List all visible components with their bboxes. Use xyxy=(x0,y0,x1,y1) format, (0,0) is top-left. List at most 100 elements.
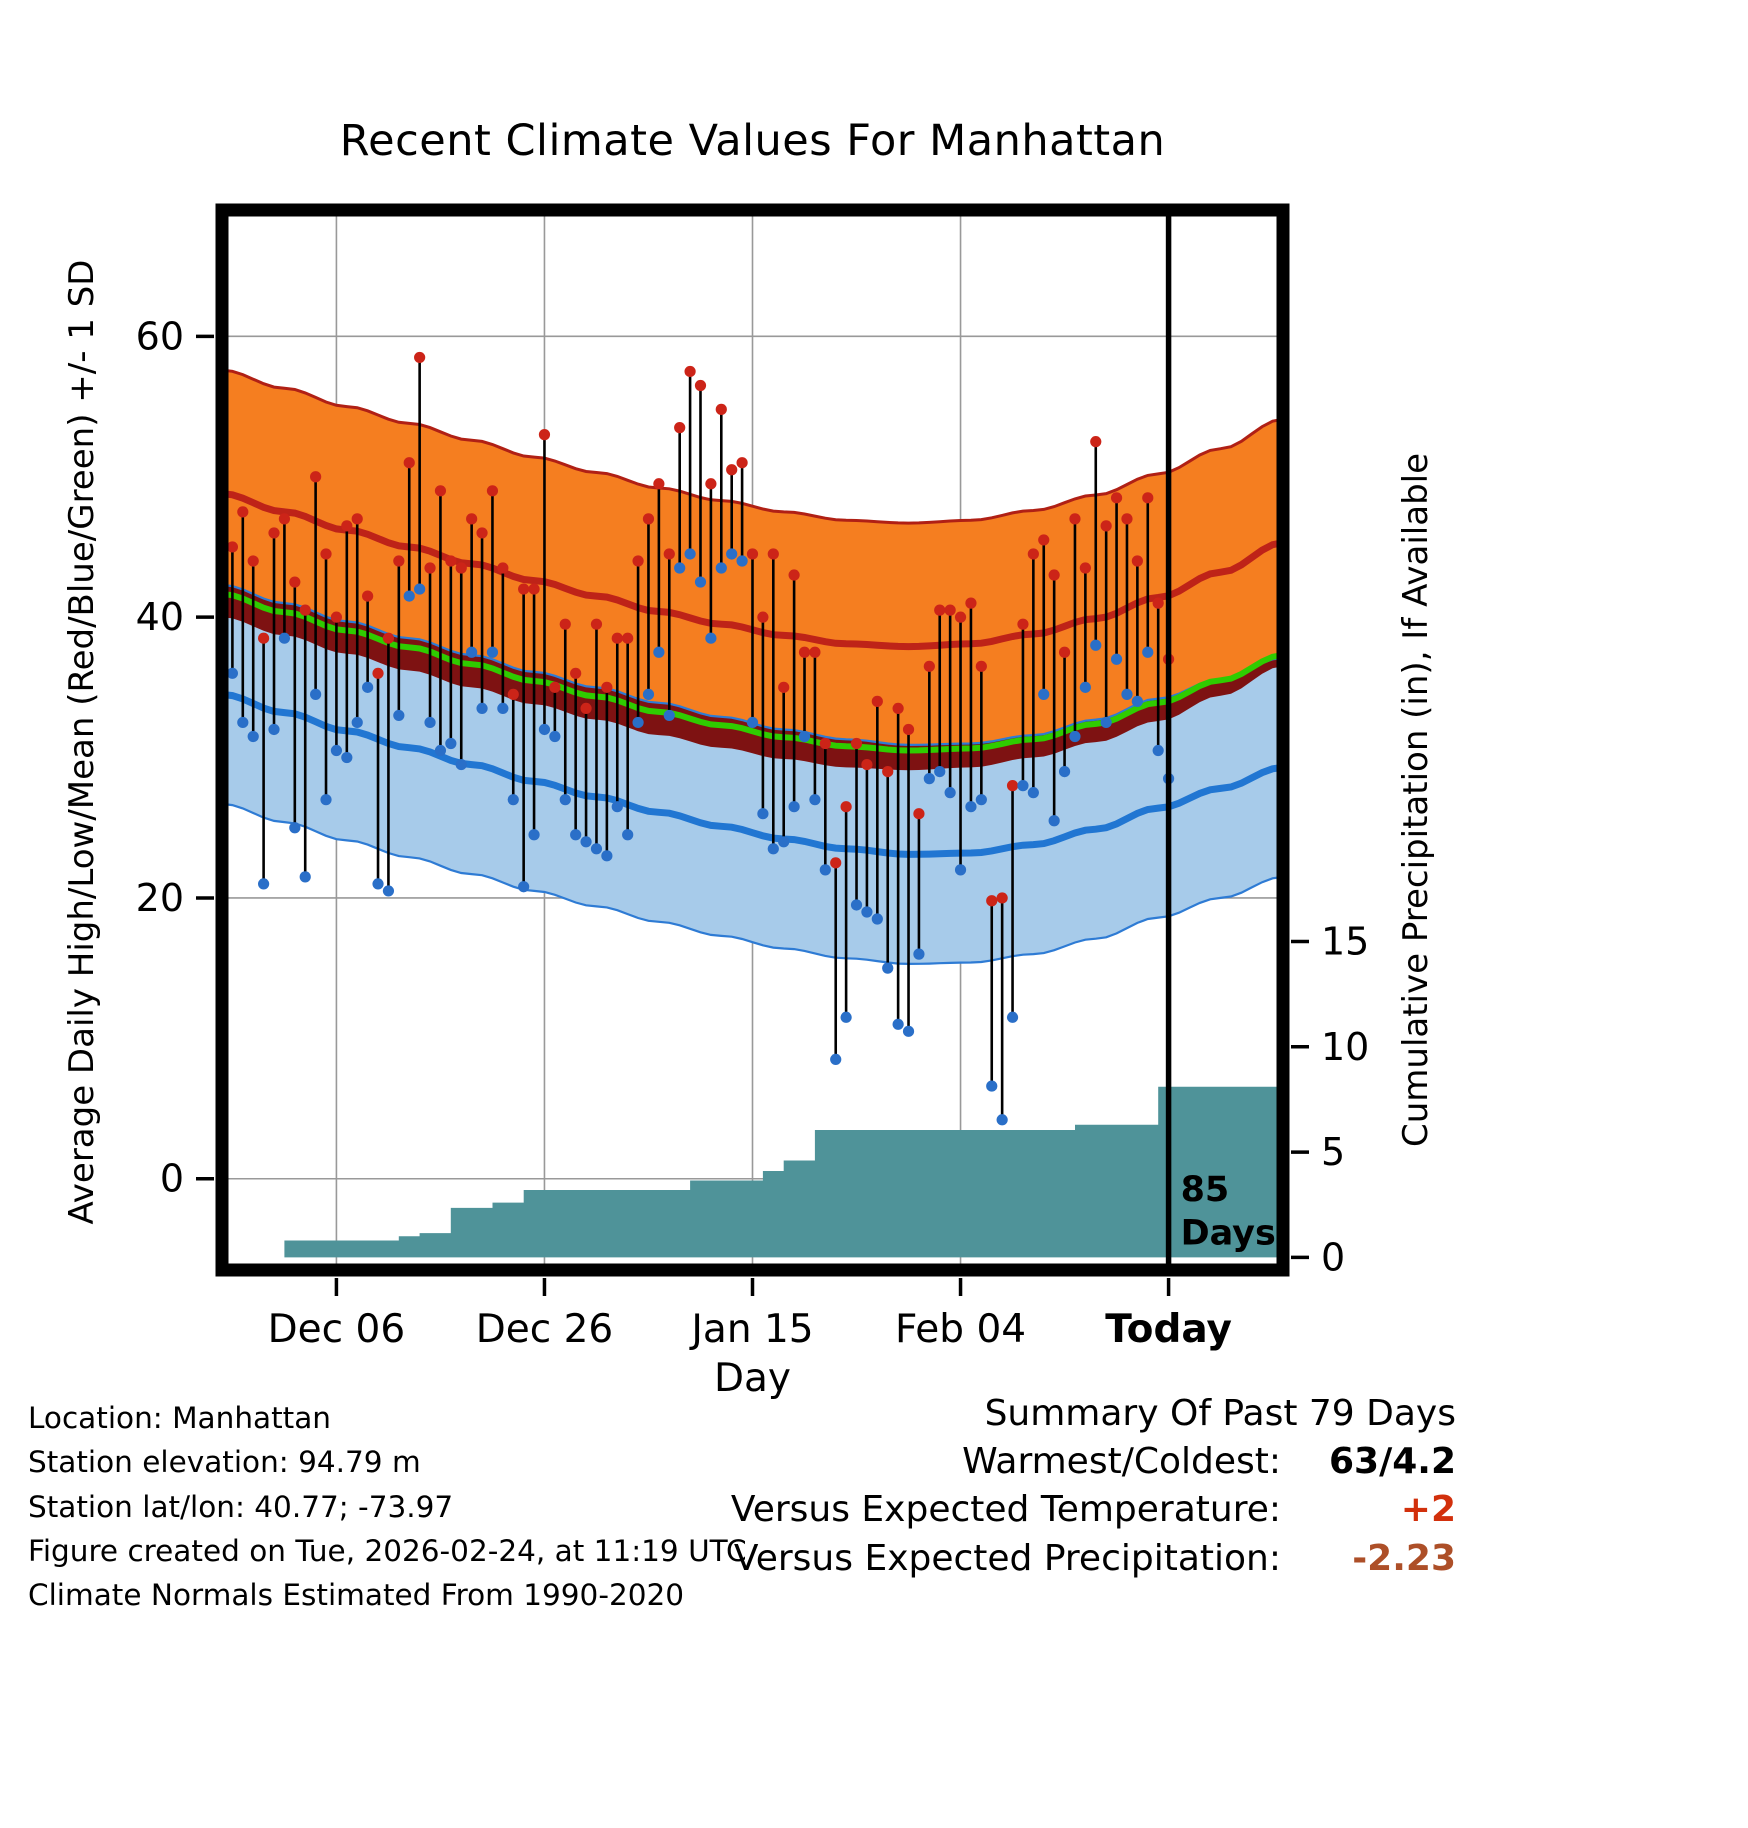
chart-title: Recent Climate Values For Manhattan xyxy=(339,116,1166,166)
daily-high-dot xyxy=(809,646,821,658)
summary-row-vs-temperature: Versus Expected Temperature: +2 xyxy=(731,1486,1456,1534)
daily-low-dot xyxy=(757,808,769,820)
daily-low-dot xyxy=(715,562,727,574)
daily-high-dot xyxy=(424,562,436,574)
daily-high-dot xyxy=(1069,513,1081,525)
daily-high-dot xyxy=(528,583,540,595)
daily-high-dot xyxy=(310,471,322,483)
daily-low-dot xyxy=(767,843,779,855)
daily-low-dot xyxy=(601,850,613,862)
daily-high-dot xyxy=(445,555,457,567)
x-axis-label: Day xyxy=(713,1356,791,1401)
daily-high-dot xyxy=(1121,513,1133,525)
daily-low-dot xyxy=(528,829,540,841)
x-tick-label: Today xyxy=(1105,1307,1232,1352)
daily-low-dot xyxy=(559,794,571,806)
daily-low-dot xyxy=(268,723,280,736)
daily-high-dot xyxy=(507,688,519,700)
daily-high-dot xyxy=(705,478,717,490)
daily-high-dot xyxy=(736,457,748,469)
daily-low-dot xyxy=(393,709,405,722)
daily-high-dot xyxy=(330,611,343,623)
daily-high-dot xyxy=(850,737,863,750)
low-band-lower-edge xyxy=(221,802,1284,966)
daily-high-dot xyxy=(798,646,811,658)
daily-high-dot xyxy=(268,527,280,539)
daily-high-dot xyxy=(226,541,239,553)
daily-low-dot xyxy=(580,836,592,848)
daily-low-dot xyxy=(923,773,935,785)
daily-low-dot xyxy=(351,716,363,729)
daily-high-dot xyxy=(351,513,363,525)
days-annotation: Days xyxy=(1181,1214,1276,1254)
daily-high-dot xyxy=(642,513,655,525)
daily-high-dot xyxy=(538,429,551,441)
y-right-tick-label: 10 xyxy=(1321,1025,1369,1069)
daily-high-dot xyxy=(934,604,946,616)
daily-low-dot xyxy=(372,878,384,890)
precip-cumulative xyxy=(222,1086,1283,1258)
x-tick-label: Feb 04 xyxy=(895,1307,1026,1352)
x-tick-label: Dec 26 xyxy=(476,1307,614,1352)
footer-created: Figure created on Tue, 2026-02-24, at 11… xyxy=(28,1533,747,1568)
daily-low-dot xyxy=(871,913,883,925)
footer-elevation: Station elevation: 94.79 m xyxy=(28,1445,421,1480)
daily-high-dot xyxy=(455,562,467,574)
daily-high-dot xyxy=(393,555,405,567)
daily-high-dot xyxy=(923,660,935,672)
daily-low-dot xyxy=(1152,744,1164,757)
daily-high-dot xyxy=(486,485,499,497)
daily-high-dot xyxy=(382,632,395,644)
daily-low-dot xyxy=(1121,688,1133,700)
daily-high-dot xyxy=(684,365,696,378)
daily-low-dot xyxy=(746,716,759,729)
daily-high-dot xyxy=(497,562,509,574)
daily-low-dot xyxy=(1058,765,1071,778)
daily-low-dot xyxy=(1110,653,1123,665)
daily-high-dot xyxy=(1027,548,1039,560)
daily-low-dot xyxy=(694,576,707,588)
daily-high-dot xyxy=(632,555,644,567)
daily-low-dot xyxy=(362,681,374,693)
vs-temperature-value: +2 xyxy=(1400,1489,1456,1531)
daily-high-dot xyxy=(434,485,447,497)
daily-high-dot xyxy=(289,576,301,588)
station-footer: Location: Manhattan Station elevation: 9… xyxy=(28,1396,747,1617)
footer-location: Location: Manhattan xyxy=(28,1401,331,1435)
daily-low-dot xyxy=(778,836,790,848)
daily-high-dot xyxy=(996,892,1008,904)
daily-low-dot xyxy=(518,881,530,893)
daily-high-dot xyxy=(466,513,478,525)
daily-low-dot xyxy=(341,751,353,764)
y-left-tick-label: 60 xyxy=(136,314,184,358)
daily-high-dot xyxy=(580,702,592,715)
daily-low-dot xyxy=(258,878,270,890)
daily-high-dot xyxy=(746,548,759,560)
vs-precipitation-value: -2.23 xyxy=(1352,1537,1456,1579)
daily-low-dot xyxy=(986,1080,998,1092)
daily-low-dot xyxy=(497,702,509,715)
daily-low-dot xyxy=(1027,787,1039,799)
axis-ticks: 0 20 40 60 0 5 10 15 Dec 06 Dec 26 Jan 15 Feb 04 Tod… xyxy=(136,314,1370,1352)
x-tick-label: Dec 06 xyxy=(268,1307,406,1352)
daily-high-dot xyxy=(559,618,571,630)
x-tick-label: Jan 15 xyxy=(688,1307,813,1352)
daily-low-dot xyxy=(403,590,415,602)
daily-high-dot xyxy=(1100,520,1112,532)
daily-low-dot xyxy=(642,688,655,700)
daily-low-dot xyxy=(674,562,686,574)
low-mean-line xyxy=(221,690,1284,858)
daily-high-dot xyxy=(674,422,686,434)
daily-low-dot xyxy=(299,871,311,883)
daily-high-dot xyxy=(237,506,249,518)
footer-latlon: Station lat/lon: 40.77; -73.97 xyxy=(28,1489,454,1524)
daily-low-dot xyxy=(507,794,519,806)
daily-high-dot xyxy=(278,513,291,525)
daily-low-dot xyxy=(1038,688,1050,700)
daily-high-dot xyxy=(1017,618,1029,630)
daily-low-dot xyxy=(861,906,873,918)
warmest-coldest-value: 63/4.2 xyxy=(1328,1441,1456,1483)
daily-high-dot xyxy=(902,723,915,736)
